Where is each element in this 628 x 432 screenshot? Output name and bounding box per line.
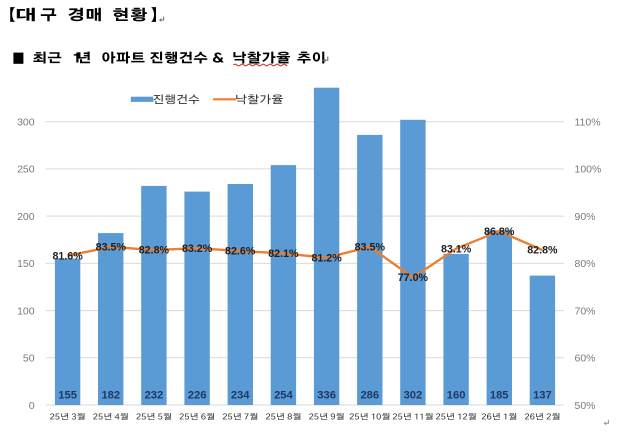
svg-text:82.6%: 82.6%: [225, 246, 256, 258]
svg-text:150: 150: [17, 258, 35, 270]
svg-text:86.8%: 86.8%: [484, 226, 515, 238]
svg-text:254: 254: [274, 389, 293, 401]
svg-text:160: 160: [447, 389, 466, 401]
svg-text:81.6%: 81.6%: [52, 250, 83, 262]
svg-text:286: 286: [360, 389, 379, 401]
svg-text:232: 232: [145, 389, 164, 401]
svg-text:300: 300: [17, 117, 35, 129]
svg-text:100%: 100%: [575, 164, 602, 176]
svg-text:226: 226: [188, 389, 207, 401]
svg-text:0: 0: [29, 400, 35, 412]
svg-text:110%: 110%: [575, 117, 601, 129]
svg-text:70%: 70%: [575, 305, 596, 317]
svg-text:82.1%: 82.1%: [268, 248, 299, 260]
svg-text:83.1%: 83.1%: [441, 243, 472, 255]
svg-text:100: 100: [17, 305, 35, 317]
svg-text:302: 302: [404, 389, 423, 401]
svg-text:83.5%: 83.5%: [96, 241, 127, 253]
svg-text:155: 155: [58, 389, 77, 401]
svg-text:82.8%: 82.8%: [139, 245, 170, 257]
svg-text:77.0%: 77.0%: [398, 272, 429, 284]
svg-text:82.8%: 82.8%: [527, 245, 558, 257]
svg-text:234: 234: [231, 389, 250, 401]
svg-text:200: 200: [17, 211, 35, 223]
svg-text:50%: 50%: [575, 400, 596, 412]
svg-text:182: 182: [101, 389, 120, 401]
svg-text:336: 336: [317, 389, 336, 401]
svg-text:83.2%: 83.2%: [182, 243, 213, 255]
svg-text:81.2%: 81.2%: [311, 252, 342, 264]
svg-text:83.5%: 83.5%: [355, 241, 386, 253]
svg-text:50: 50: [23, 353, 35, 365]
svg-text:90%: 90%: [575, 211, 596, 223]
svg-text:185: 185: [490, 389, 509, 401]
svg-text:250: 250: [17, 164, 35, 176]
svg-text:137: 137: [533, 389, 552, 401]
svg-text:60%: 60%: [575, 353, 596, 365]
svg-text:80%: 80%: [575, 258, 596, 270]
